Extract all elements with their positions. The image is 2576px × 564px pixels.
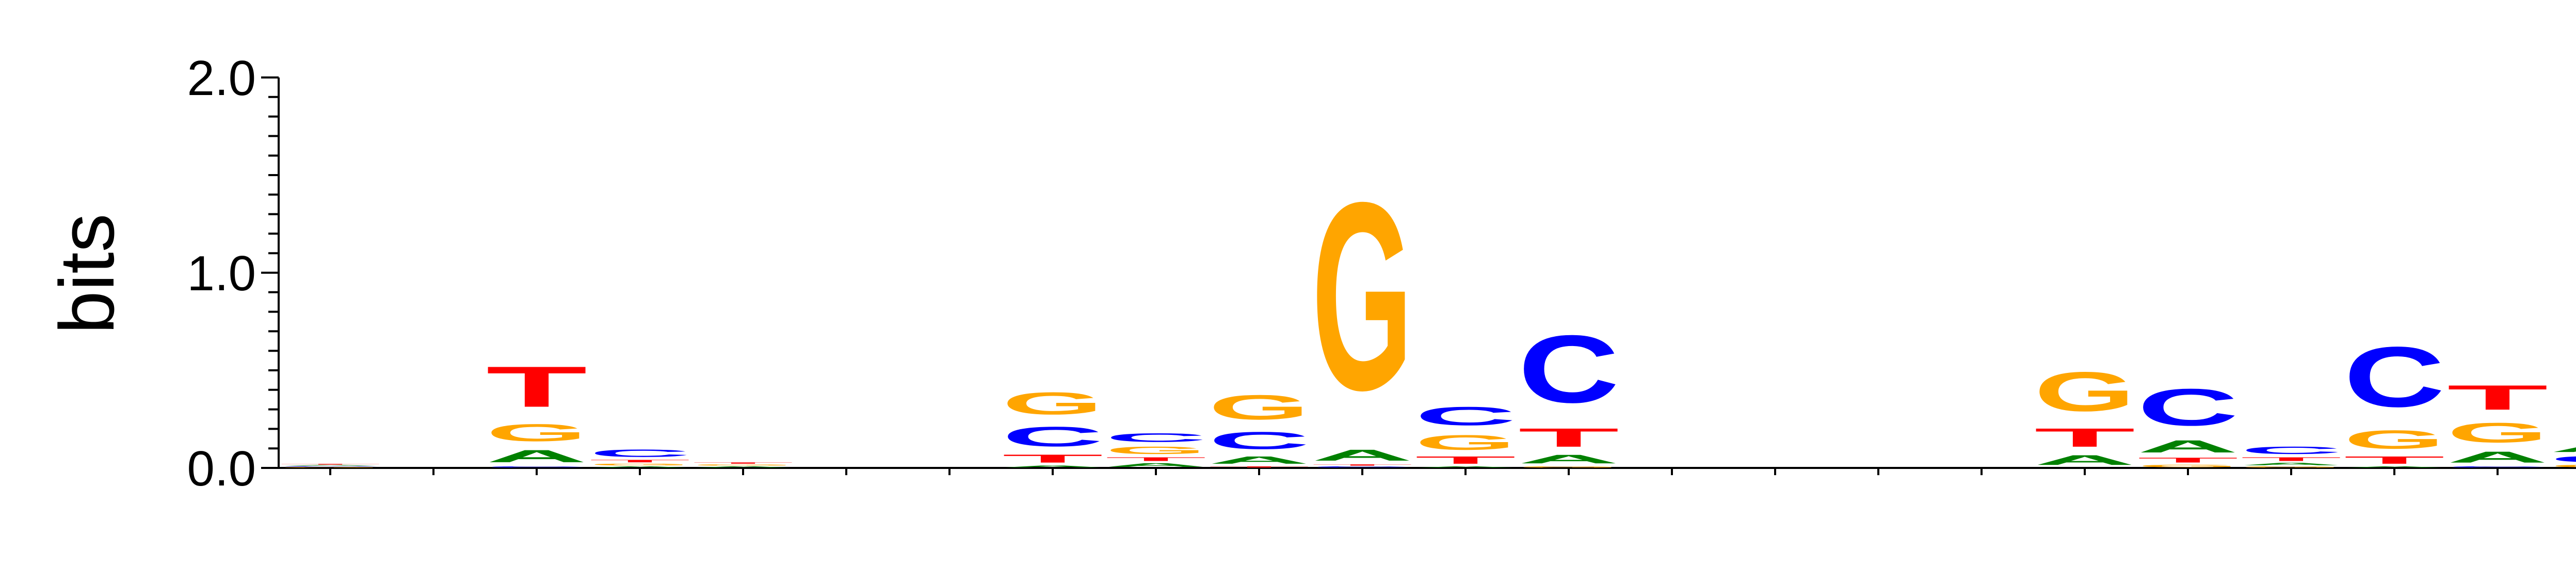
position-stack: GCA [2550, 443, 2576, 468]
position-stack: AGT [693, 462, 794, 468]
logo-letter-G: G [2034, 361, 2135, 423]
logo-letter-A: A [2137, 436, 2239, 456]
logo-letter-C: C [589, 447, 690, 459]
logo-letter-G: G [2550, 464, 2576, 468]
y-axis-title: bits [43, 213, 130, 334]
logo-letter-C: C [1518, 316, 1619, 423]
logo-letter-T: T [280, 464, 381, 465]
logo-letter-A: A [486, 446, 587, 466]
logo-letter-T: T [1209, 466, 1310, 468]
y-tick-label: 1.0 [187, 246, 256, 301]
logo-letter-A: A [2550, 443, 2576, 455]
logo-letter-A: A [1209, 454, 1310, 466]
logo-letter-A: A [589, 466, 690, 468]
logo-letter-T: T [1002, 452, 1103, 465]
position-stack: ATG [2034, 361, 2135, 468]
logo-letter-G: G [589, 463, 690, 466]
logo-letter-A: A [1312, 446, 1413, 464]
logo-letter-G: G [1312, 147, 1413, 446]
logo-letter-T: T [1415, 455, 1516, 466]
logo-letter-T: T [2241, 456, 2342, 462]
logo-letter-C: C [1002, 421, 1103, 452]
logo-letter-G: G [1105, 445, 1206, 457]
logo-letter-C: C [1209, 427, 1310, 455]
logo-letter-T: T [2344, 455, 2445, 466]
logo-letter-C: C [1105, 431, 1206, 444]
logo-letter-G: G [1002, 386, 1103, 421]
logo-letter-G: G [1518, 466, 1619, 468]
logo-letter-T: T [2447, 378, 2548, 417]
logo-letter-C: C [486, 466, 587, 468]
logo-letter-A: A [693, 466, 794, 468]
logo-letter-C: C [2241, 445, 2342, 457]
logo-letter-G: G [2344, 425, 2445, 454]
logo-letter-C: C [1415, 401, 1516, 431]
logo-letter-A: A [1415, 466, 1516, 468]
logo-letter-C: C [280, 466, 381, 467]
logo-letter-G: G [486, 419, 587, 447]
logo-letter-T: T [1105, 456, 1206, 462]
logo-letter-G: G [1415, 431, 1516, 454]
logo-letter-G: G [693, 464, 794, 466]
logo-letter-T: T [1518, 423, 1619, 452]
y-tick-label: 0.0 [187, 441, 256, 496]
letter-stacks: GCATCAGTAGTCAGTATCGATGCTACGCTAGATGCGATCA… [280, 147, 2576, 468]
logo-letter-G: G [2241, 466, 2342, 468]
logo-letter-C: C [2550, 454, 2576, 464]
logo-letter-C: C [2137, 378, 2239, 437]
logo-letter-C: C [2447, 466, 2548, 468]
logo-letter-A: A [1518, 452, 1619, 466]
logo-letter-A: A [1105, 462, 1206, 468]
axes: 0.0 1.0 2.0 [187, 51, 2576, 496]
logo-letter-C: C [2344, 329, 2445, 425]
logo-letter-A: A [2447, 448, 2548, 466]
logo-letter-A: A [2241, 462, 2342, 466]
logo-letter-G: G [280, 467, 381, 468]
logo-letter-A: A [280, 465, 381, 466]
logo-letter-T: T [486, 354, 587, 419]
logo-letter-G: G [2137, 464, 2239, 468]
logo-letter-A: A [1002, 465, 1103, 468]
logo-letter-T: T [1312, 464, 1413, 466]
logo-letter-T: T [2034, 423, 2135, 452]
logo-letter-G: G [2447, 417, 2548, 448]
logo-letter-T: T [2137, 456, 2239, 464]
logo-letter-A: A [2344, 466, 2445, 468]
logo-letter-G: G [1209, 388, 1310, 427]
logo-letter-A: A [2034, 452, 2135, 468]
logo-letter-T: T [589, 459, 690, 463]
logo-letter-C: C [1312, 466, 1413, 468]
logo-letter-T: T [693, 462, 794, 464]
y-tick-label: 2.0 [187, 51, 256, 106]
